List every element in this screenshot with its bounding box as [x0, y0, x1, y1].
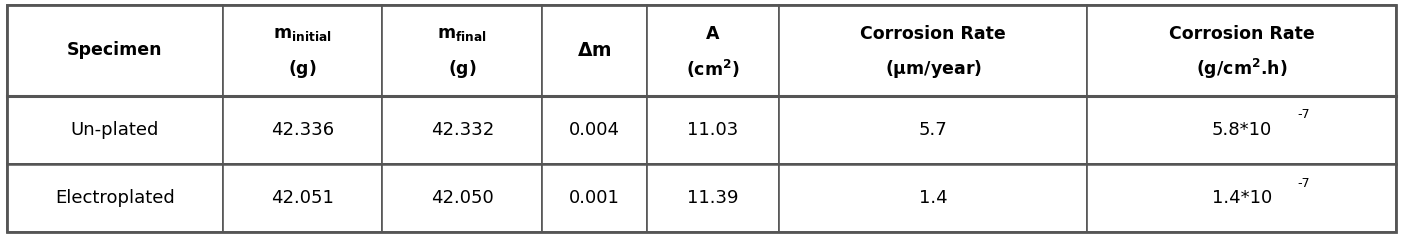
Text: $\mathbf{m}_{\mathbf{initial}}$: $\mathbf{m}_{\mathbf{initial}}$ — [274, 25, 331, 43]
Bar — [223, 96, 383, 164]
Text: $\mathbf{m}_{\mathbf{final}}$: $\mathbf{m}_{\mathbf{final}}$ — [438, 25, 487, 43]
Text: ($\mathbf{\mu}$m/year): ($\mathbf{\mu}$m/year) — [884, 58, 982, 80]
Bar — [1087, 96, 1396, 164]
Bar — [383, 96, 543, 164]
Text: 5.8*10: 5.8*10 — [1212, 121, 1271, 139]
Text: 42.336: 42.336 — [271, 121, 334, 139]
Bar — [779, 5, 1087, 96]
Text: Un-plated: Un-plated — [70, 121, 159, 139]
Text: Specimen: Specimen — [67, 41, 163, 59]
Bar — [543, 164, 647, 232]
Bar — [647, 5, 779, 96]
Text: 1.4: 1.4 — [919, 189, 947, 207]
Bar — [7, 164, 223, 232]
Text: $\mathbf{\Delta m}$: $\mathbf{\Delta m}$ — [577, 41, 612, 60]
Text: $\mathbf{(g)}$: $\mathbf{(g)}$ — [448, 58, 477, 80]
Bar — [1087, 5, 1396, 96]
Text: 0.001: 0.001 — [570, 189, 620, 207]
Text: Corrosion Rate: Corrosion Rate — [860, 25, 1006, 43]
Text: 42.050: 42.050 — [431, 189, 494, 207]
Text: $\mathbf{(g)}$: $\mathbf{(g)}$ — [288, 58, 317, 80]
Text: (g/cm$\mathbf{^2}$.h): (g/cm$\mathbf{^2}$.h) — [1195, 57, 1288, 81]
Text: 1.4*10: 1.4*10 — [1212, 189, 1271, 207]
Text: $\mathbf{A}$: $\mathbf{A}$ — [704, 25, 720, 43]
Text: 42.051: 42.051 — [271, 189, 334, 207]
Bar — [223, 5, 383, 96]
Text: Corrosion Rate: Corrosion Rate — [1169, 25, 1315, 43]
Bar — [543, 96, 647, 164]
Text: -7: -7 — [1298, 108, 1310, 121]
Text: 5.7: 5.7 — [919, 121, 947, 139]
Bar — [383, 164, 543, 232]
Bar — [779, 96, 1087, 164]
Bar — [1087, 164, 1396, 232]
Bar — [647, 96, 779, 164]
Bar — [647, 164, 779, 232]
Bar — [223, 164, 383, 232]
Text: 42.332: 42.332 — [431, 121, 494, 139]
Text: Electroplated: Electroplated — [55, 189, 174, 207]
Text: 0.004: 0.004 — [570, 121, 620, 139]
Bar — [7, 96, 223, 164]
Text: 11.39: 11.39 — [687, 189, 738, 207]
Bar — [779, 164, 1087, 232]
Text: $\mathbf{(cm^2)}$: $\mathbf{(cm^2)}$ — [686, 58, 739, 80]
Bar — [7, 5, 223, 96]
Bar — [383, 5, 543, 96]
Text: -7: -7 — [1298, 177, 1310, 190]
Text: 11.03: 11.03 — [687, 121, 738, 139]
Bar — [543, 5, 647, 96]
